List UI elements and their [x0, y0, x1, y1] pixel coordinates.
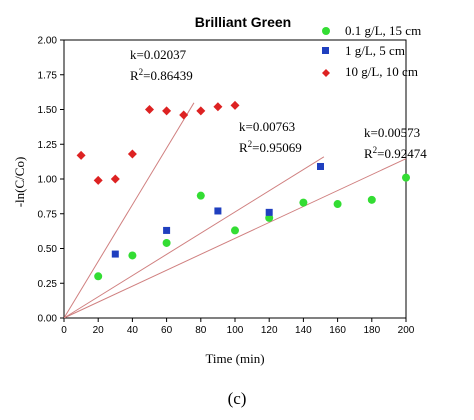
point-circle — [162, 238, 171, 247]
x-tick-label: 100 — [227, 325, 244, 336]
x-axis-ticks: 0 20 40 60 80 100 120 140 160 180 200 — [61, 318, 415, 336]
point-circle — [402, 173, 410, 182]
x-tick-label: 160 — [329, 325, 346, 336]
point-square — [214, 207, 222, 215]
point-diamond — [76, 150, 86, 160]
point-circle — [231, 226, 239, 235]
x-tick-label: 140 — [295, 325, 312, 336]
fit-annotation-2-k: k=0.00763 — [239, 119, 295, 134]
x-tick-label: 200 — [398, 325, 415, 336]
point-circle — [333, 200, 342, 209]
point-square — [111, 250, 119, 258]
x-tick-label: 180 — [363, 325, 380, 336]
point-diamond — [196, 106, 206, 116]
y-tick-label: 0.00 — [38, 314, 58, 325]
fit-annotation-1-r2-value: =0.86439 — [143, 68, 193, 83]
legend-marker-diamond — [322, 69, 330, 77]
legend-label-3: 10 g/L, 10 cm — [345, 64, 418, 79]
y-tick-label: 0.25 — [38, 279, 58, 290]
y-tick-label: 1.00 — [38, 175, 58, 186]
y-tick-label: 0.50 — [38, 244, 58, 255]
y-tick-label: 1.75 — [38, 70, 58, 81]
x-axis-label: Time (min) — [205, 351, 264, 366]
fit-annotation-3-r2-value: =0.92474 — [377, 146, 427, 161]
fit-line-1 — [63, 102, 195, 319]
data-points — [76, 100, 410, 281]
x-tick-label: 40 — [127, 325, 139, 336]
fit-line-3 — [63, 158, 407, 319]
point-circle — [196, 191, 205, 200]
point-diamond — [179, 110, 189, 120]
chart-title: Brilliant Green — [195, 14, 291, 30]
point-circle — [299, 198, 308, 207]
point-diamond — [93, 175, 103, 185]
fit-annotation-2-r2-value: =0.95069 — [252, 140, 302, 155]
point-circle — [128, 251, 137, 260]
fit-lines — [63, 102, 407, 319]
point-circle — [265, 213, 274, 222]
y-tick-label: 0.75 — [38, 209, 58, 220]
x-tick-label: 20 — [93, 325, 105, 336]
fit-annotation-3-k: k=0.00573 — [364, 125, 420, 140]
y-tick-label: 1.25 — [38, 140, 58, 151]
y-tick-label: 1.50 — [38, 105, 58, 116]
legend-marker-square — [322, 47, 329, 54]
fit-annotation-1-r2: R2=0.86439 — [130, 67, 193, 83]
y-axis-ticks: 0.00 0.25 0.50 0.75 1.00 1.25 1.50 1.75 2.00 — [38, 36, 64, 325]
x-tick-label: 120 — [261, 325, 278, 336]
point-diamond — [110, 174, 120, 184]
point-square — [317, 162, 324, 170]
y-tick-label: 2.00 — [38, 36, 58, 47]
fit-annotation-2-r2: R2=0.95069 — [239, 139, 302, 155]
point-square — [163, 226, 171, 234]
x-tick-label: 60 — [161, 325, 173, 336]
fit-line-2 — [63, 156, 325, 319]
x-tick-label: 80 — [195, 325, 207, 336]
x-tick-label: 0 — [61, 325, 67, 336]
point-diamond — [230, 100, 240, 110]
fit-annotation-3-r2: R2=0.92474 — [364, 145, 427, 161]
legend: 0.1 g/L, 15 cm 1 g/L, 5 cm 10 g/L, 10 cm — [322, 23, 421, 79]
legend-label-2: 1 g/L, 5 cm — [345, 43, 405, 58]
point-square — [265, 208, 273, 216]
y-axis-label: -ln(C/Co) — [12, 157, 27, 208]
legend-label-1: 0.1 g/L, 15 cm — [345, 23, 421, 38]
point-diamond — [127, 149, 137, 159]
legend-marker-circle — [322, 27, 330, 35]
point-circle — [367, 195, 376, 204]
figure-caption: (c) — [228, 389, 247, 408]
point-diamond — [162, 106, 172, 116]
fit-annotation-1-k: k=0.02037 — [130, 47, 187, 62]
point-circle — [94, 272, 103, 281]
point-diamond — [213, 102, 223, 112]
point-diamond — [145, 105, 154, 114]
